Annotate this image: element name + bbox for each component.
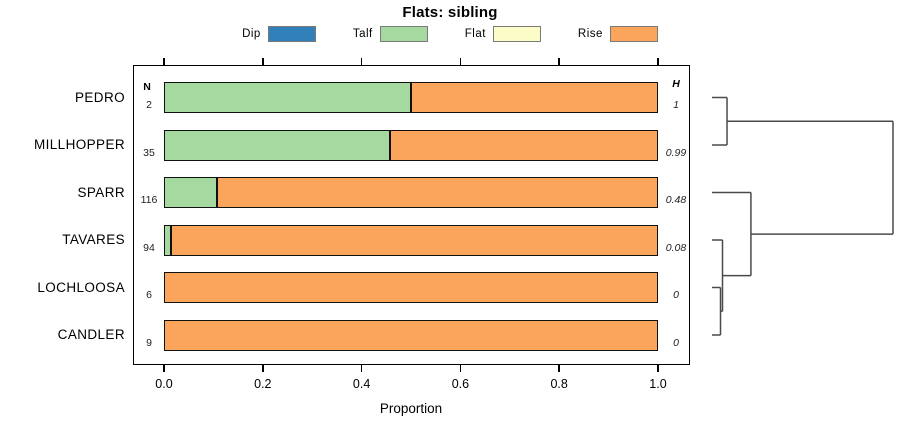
n-value: 6 (146, 289, 152, 301)
n-value: 35 (143, 146, 155, 159)
x-tick-top (657, 58, 659, 65)
x-tick-bottom (360, 365, 363, 372)
plot-box (133, 65, 690, 365)
x-tick-label: 1.0 (649, 377, 667, 391)
bar-segment-rise (389, 129, 658, 161)
h-value: 0.08 (665, 241, 687, 254)
n-value: 94 (143, 241, 155, 254)
x-axis-label: Proportion (379, 401, 443, 416)
bar-segment-rise (216, 177, 658, 208)
x-tick-bottom (163, 365, 165, 372)
bar-segment-talf (164, 224, 172, 256)
h-value: 1 (673, 99, 679, 111)
bar-segment-talf (164, 129, 390, 161)
row-label-lochloosa: LOCHLOOSA (37, 279, 125, 295)
legend-item-rise: Rise (578, 26, 658, 42)
n-value: 9 (146, 336, 152, 349)
x-tick-top (163, 58, 165, 65)
h-column-header: H (672, 78, 680, 90)
dendrogram (712, 96, 894, 336)
row-label-candler: CANDLER (57, 327, 125, 342)
h-value: 0 (673, 336, 679, 349)
bar-segment-rise (171, 224, 658, 256)
n-value: 116 (140, 194, 158, 206)
x-tick-label: 0.8 (550, 377, 568, 391)
bar-segment-rise (164, 272, 658, 303)
x-tick-bottom (657, 365, 659, 372)
x-tick-label: 0.2 (254, 377, 272, 391)
legend-swatch-dip (267, 26, 316, 42)
x-tick-top (360, 58, 363, 65)
x-tick-bottom (558, 365, 560, 372)
x-tick-label: 0.0 (155, 377, 173, 391)
x-tick-bottom (262, 365, 264, 372)
bar-segment-rise (411, 82, 658, 113)
legend-label: Dip (242, 28, 261, 40)
legend-item-flat: Flat (465, 26, 541, 42)
chart-title: Flats: sibling (402, 4, 498, 21)
legend: Dip Talf Flat Rise (0, 26, 900, 42)
row-label-pedro: PEDRO (74, 89, 125, 105)
x-tick-label: 0.6 (451, 377, 470, 391)
x-tick-top (262, 58, 264, 65)
legend-item-talf: Talf (353, 26, 428, 42)
bar-segment-talf (164, 82, 411, 113)
x-tick-top (558, 58, 560, 65)
h-value: 0 (673, 289, 679, 301)
legend-label: Rise (577, 28, 603, 40)
row-label-tavares: TAVARES (62, 232, 125, 247)
legend-label: Flat (464, 28, 486, 40)
x-tick-label: 0.4 (352, 377, 371, 391)
legend-swatch-rise (609, 26, 658, 42)
x-tick-bottom (459, 365, 462, 372)
n-value: 2 (146, 99, 152, 111)
row-label-sparr: SPARR (77, 184, 125, 200)
legend-item-dip: Dip (242, 26, 316, 42)
bar-segment-talf (164, 177, 217, 208)
legend-label: Talf (352, 28, 373, 40)
legend-swatch-talf (379, 26, 428, 42)
n-column-header: N (143, 81, 151, 93)
bar-segment-rise (164, 319, 658, 351)
legend-swatch-flat (492, 26, 541, 42)
row-label-millhopper: MILLHOPPER (33, 137, 125, 152)
x-tick-top (459, 58, 462, 65)
h-value: 0.99 (665, 146, 687, 159)
h-value: 0.48 (665, 194, 687, 206)
